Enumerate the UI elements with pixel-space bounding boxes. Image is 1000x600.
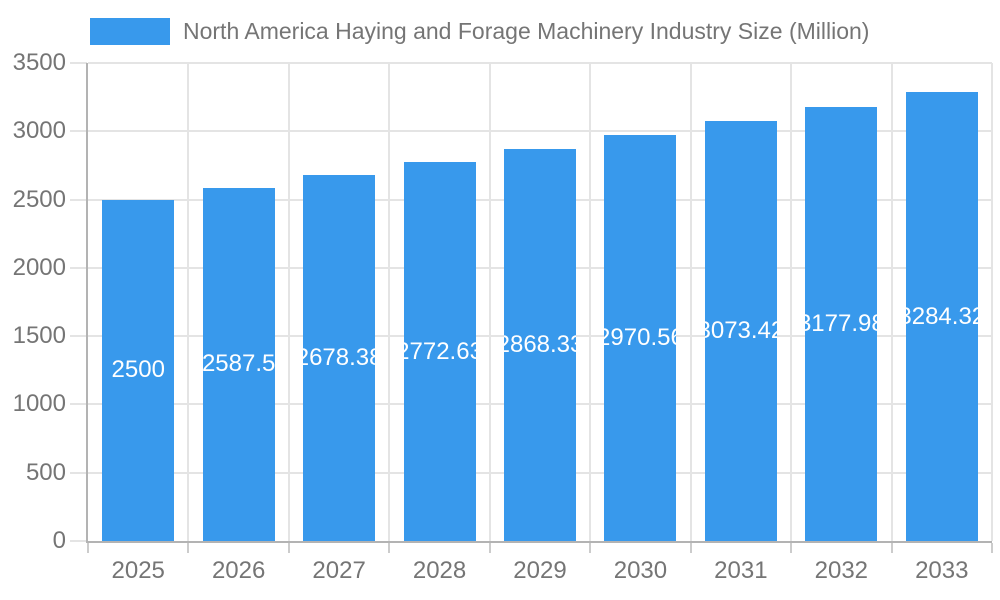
bar-2026[interactable]: 2587.5 [202, 187, 275, 541]
v-gridline [689, 63, 692, 541]
x-axis-tick-label: 2026 [211, 557, 266, 584]
x-axis-tick [287, 543, 290, 553]
bar-value-label: 2970.56 [604, 324, 676, 352]
y-axis-tick-label: 2500 [12, 185, 66, 213]
bar-2027[interactable]: 2678.38 [303, 175, 376, 541]
x-axis-tick-label: 2025 [111, 557, 165, 584]
bar-2028[interactable]: 2772.63 [403, 162, 476, 541]
v-gridline [991, 63, 993, 541]
y-axis-tick [70, 62, 87, 64]
bar-value-label: 3073.42 [705, 317, 777, 345]
h-gridline [88, 62, 992, 64]
y-axis-tick [70, 266, 87, 269]
x-axis-tick-label: 2032 [814, 557, 869, 584]
y-axis-tick [70, 198, 87, 201]
y-axis-tick-label: 1000 [12, 390, 66, 418]
bar-2030[interactable]: 2970.56 [604, 135, 677, 541]
x-axis-tick-label: 2033 [915, 557, 969, 584]
x-axis-tick [87, 543, 89, 553]
y-axis-tick [70, 471, 87, 474]
y-axis-tick-label: 3000 [12, 117, 66, 145]
x-axis-tick-label: 2028 [412, 557, 467, 584]
y-axis-tick [70, 540, 87, 542]
v-gridline [890, 63, 893, 541]
bar-value-label: 3177.98 [805, 309, 877, 337]
legend-label: North America Haying and Forage Machiner… [183, 18, 870, 44]
y-axis-tick-label: 500 [25, 458, 66, 486]
x-axis-tick-label: 2027 [312, 557, 366, 584]
bar-value-label: 2868.33 [504, 331, 576, 359]
x-axis-tick [589, 543, 592, 553]
x-axis-tick [488, 543, 491, 553]
x-axis-tick [890, 543, 893, 553]
v-gridline [187, 63, 190, 541]
legend: North America Haying and Forage Machiner… [90, 18, 869, 45]
y-axis-tick [70, 130, 87, 133]
x-axis-tick-label: 2031 [714, 557, 768, 584]
v-gridline [388, 63, 391, 541]
v-gridline [589, 63, 592, 541]
y-axis-tick [70, 335, 87, 338]
x-axis-line [86, 541, 992, 543]
bar-2032[interactable]: 3177.98 [805, 106, 878, 541]
y-axis-tick-label: 1500 [12, 322, 66, 350]
y-axis-line [86, 63, 88, 543]
bar-value-label: 2772.63 [404, 337, 476, 365]
x-axis-tick [187, 543, 190, 553]
v-gridline [790, 63, 793, 541]
x-axis-tick-label: 2030 [613, 557, 668, 584]
v-gridline [488, 63, 491, 541]
x-axis-tick [388, 543, 391, 553]
bar-value-label: 2500 [111, 356, 165, 384]
h-gridline [88, 130, 992, 133]
bar-value-label: 3284.32 [906, 302, 978, 330]
y-axis-tick-label: 0 [52, 527, 66, 554]
legend-swatch [90, 18, 170, 45]
y-axis-tick [70, 403, 87, 406]
bar-value-label: 2678.38 [303, 344, 375, 372]
bar-2029[interactable]: 2868.33 [504, 149, 576, 541]
bar-value-label: 2587.5 [202, 350, 275, 378]
v-gridline [287, 63, 290, 541]
x-axis-tick [689, 543, 692, 553]
plot-area: 2500 2587.5 2678.38 2772.63 2868.33 2970.56 30… [88, 62, 993, 541]
bar-2033[interactable]: 3284.32 [905, 92, 978, 541]
bar-2025[interactable]: 2500 [102, 199, 175, 541]
bar-2031[interactable]: 3073.42 [704, 121, 777, 541]
y-axis-tick-label: 2000 [12, 253, 66, 281]
y-axis-tick-label: 3500 [12, 49, 66, 76]
x-axis-tick [790, 543, 793, 553]
x-axis-tick-label: 2029 [513, 557, 567, 584]
x-axis-tick [991, 543, 993, 553]
